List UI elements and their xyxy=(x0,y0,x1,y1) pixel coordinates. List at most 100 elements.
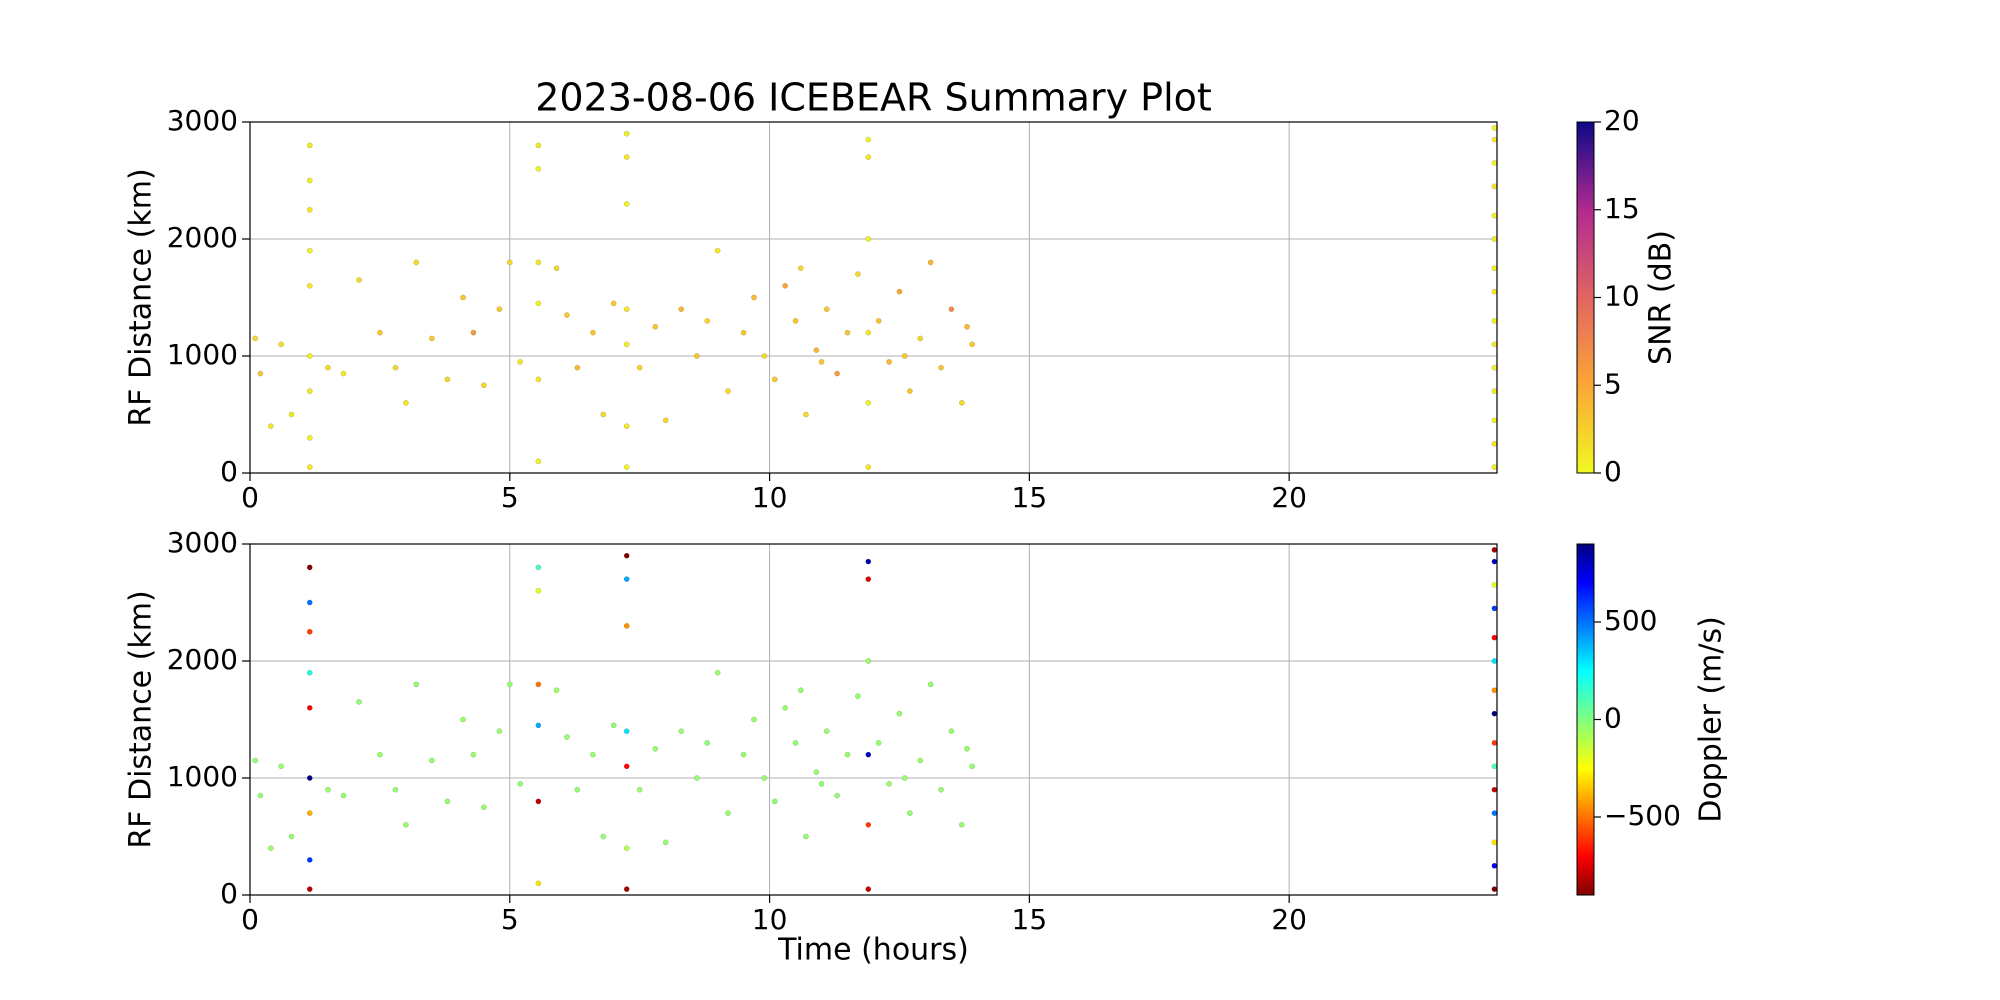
point xyxy=(278,341,285,348)
x-tick-label: 10 xyxy=(752,903,788,936)
point xyxy=(356,699,362,705)
point xyxy=(1491,440,1498,447)
point xyxy=(751,294,757,301)
point xyxy=(704,318,711,324)
point xyxy=(623,341,630,348)
point xyxy=(1491,136,1498,143)
point xyxy=(1491,388,1498,394)
point xyxy=(535,259,542,266)
point xyxy=(610,722,617,729)
plot-frame xyxy=(249,121,1498,474)
point xyxy=(761,775,768,781)
x-axis-label: Time (hours) xyxy=(777,933,969,968)
x-tick-label: 5 xyxy=(501,903,519,936)
point xyxy=(288,833,295,840)
point xyxy=(782,282,789,289)
point xyxy=(535,142,542,149)
point xyxy=(1491,417,1498,424)
point xyxy=(574,786,581,793)
point xyxy=(306,857,313,863)
point xyxy=(623,306,630,313)
point xyxy=(1491,634,1498,641)
point xyxy=(662,417,669,424)
point xyxy=(1491,687,1498,694)
point xyxy=(652,745,659,752)
point xyxy=(306,388,313,394)
point xyxy=(306,282,313,289)
point xyxy=(506,259,513,266)
point xyxy=(1491,547,1498,553)
point xyxy=(356,277,362,283)
point xyxy=(267,423,274,430)
point xyxy=(1491,341,1498,348)
point xyxy=(875,318,882,324)
x-tick-label: 15 xyxy=(1012,481,1048,514)
point xyxy=(535,880,542,887)
point xyxy=(429,335,435,342)
point xyxy=(834,370,840,377)
point xyxy=(818,781,825,787)
colorbar-tick-label: −500 xyxy=(1604,799,1681,832)
point xyxy=(377,751,383,758)
y-tick-label: 2000 xyxy=(167,221,238,254)
point xyxy=(403,399,409,406)
point xyxy=(535,458,542,465)
point xyxy=(306,464,313,470)
point xyxy=(306,886,313,893)
point xyxy=(938,364,944,371)
colorbar xyxy=(1576,121,1595,474)
point xyxy=(1491,710,1498,717)
point xyxy=(771,798,778,805)
point xyxy=(751,716,757,723)
y-tick-label: 2000 xyxy=(167,643,238,676)
point xyxy=(1491,658,1498,664)
point xyxy=(886,781,892,787)
point xyxy=(252,335,259,342)
point xyxy=(470,751,477,758)
point xyxy=(865,399,872,406)
point xyxy=(623,728,630,735)
point xyxy=(413,259,420,266)
point xyxy=(535,681,542,688)
point xyxy=(444,376,451,383)
point xyxy=(875,740,882,746)
point xyxy=(600,411,607,418)
point xyxy=(958,399,965,406)
point xyxy=(600,833,607,840)
point xyxy=(1491,125,1498,131)
point xyxy=(535,564,542,571)
point xyxy=(574,364,581,371)
point xyxy=(496,306,503,313)
colorbar-label: Doppler (m/s) xyxy=(1694,616,1729,823)
point xyxy=(714,247,721,254)
point xyxy=(623,845,630,852)
point xyxy=(865,236,872,242)
point xyxy=(865,576,872,582)
point xyxy=(803,411,809,418)
point xyxy=(797,265,804,272)
point xyxy=(652,323,659,330)
point xyxy=(306,177,313,184)
colorbar-tick-label: 0 xyxy=(1604,455,1622,488)
point xyxy=(480,382,487,389)
y-tick-label: 3000 xyxy=(167,526,238,559)
y-tick-label: 3000 xyxy=(167,104,238,137)
point xyxy=(460,294,466,301)
y-tick-label: 0 xyxy=(220,877,238,910)
point xyxy=(1491,212,1498,219)
point xyxy=(865,136,872,143)
point xyxy=(678,728,685,735)
point xyxy=(306,435,313,441)
point xyxy=(306,669,313,676)
point xyxy=(623,623,630,629)
point xyxy=(907,388,913,394)
point xyxy=(1491,786,1498,793)
y-tick-label: 1000 xyxy=(167,338,238,371)
plot-frame xyxy=(249,543,1498,896)
point xyxy=(865,154,872,160)
colorbar-tick-label: 10 xyxy=(1604,280,1640,313)
point xyxy=(444,798,451,805)
point xyxy=(901,353,908,359)
point xyxy=(714,669,721,676)
point xyxy=(392,786,399,793)
